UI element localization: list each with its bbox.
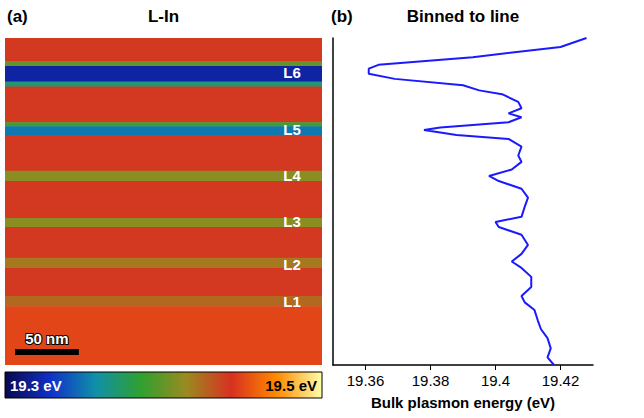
svg-text:19.38: 19.38 xyxy=(412,372,450,389)
svg-text:(a): (a) xyxy=(7,7,28,26)
svg-text:L4: L4 xyxy=(283,167,301,184)
svg-text:Bulk plasmon energy (eV): Bulk plasmon energy (eV) xyxy=(371,394,555,411)
svg-text:L5: L5 xyxy=(283,121,301,138)
svg-text:19.36: 19.36 xyxy=(347,372,385,389)
svg-text:L6: L6 xyxy=(283,64,301,81)
svg-text:L-In: L-In xyxy=(148,7,179,26)
svg-text:19.3 eV: 19.3 eV xyxy=(10,377,62,394)
svg-text:(b): (b) xyxy=(331,7,353,26)
svg-text:L3: L3 xyxy=(283,213,301,230)
svg-text:50 nm: 50 nm xyxy=(25,330,68,347)
svg-text:Binned to line: Binned to line xyxy=(407,7,519,26)
svg-text:19.5 eV: 19.5 eV xyxy=(265,377,317,394)
svg-text:19.4: 19.4 xyxy=(481,372,510,389)
svg-text:19.42: 19.42 xyxy=(542,372,580,389)
svg-text:L1: L1 xyxy=(283,293,301,310)
svg-text:L2: L2 xyxy=(283,256,301,273)
